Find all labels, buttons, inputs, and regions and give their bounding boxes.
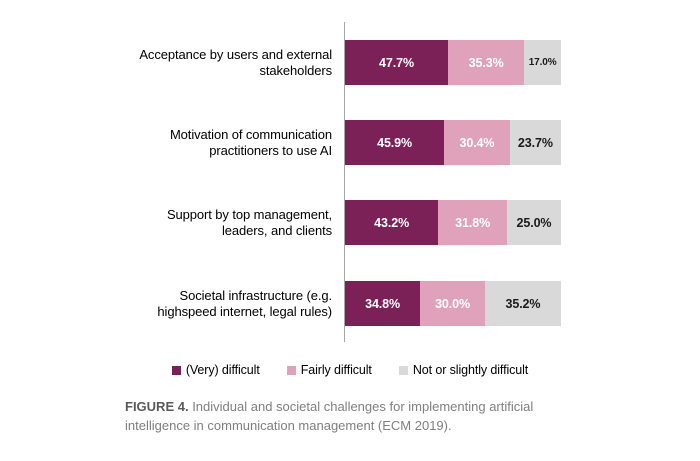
value-label: 45.9% <box>377 135 413 150</box>
legend-swatch-very-difficult <box>171 365 181 375</box>
segment-not-difficult: 35.2% <box>484 281 561 326</box>
bar-acceptance: 47.7% 35.3% 17.0% <box>345 40 561 85</box>
legend-swatch-not-difficult <box>398 365 408 375</box>
chart-row-motivation: Motivation of communication practitioner… <box>0 120 700 165</box>
value-label: 25.0% <box>516 215 552 230</box>
segment-not-difficult: 25.0% <box>506 200 561 245</box>
value-label: 47.7% <box>379 55 414 70</box>
bar-infrastructure: 34.8% 30.0% 35.2% <box>345 281 561 326</box>
figure-caption: FIGURE 4. Individual and societal challe… <box>125 397 583 435</box>
chart-row-infrastructure: Societal infrastructure (e.g. highspeed … <box>0 281 700 326</box>
value-label: 30.4% <box>459 135 495 150</box>
segment-very-difficult: 47.7% <box>345 40 449 85</box>
legend: (Very) difficult Fairly difficult Not or… <box>0 360 700 380</box>
category-label-motivation: Motivation of communication practitioner… <box>169 127 332 158</box>
caption-prefix: FIGURE 4. <box>125 399 189 414</box>
segment-fairly-difficult: 35.3% <box>448 40 525 85</box>
chart-row-acceptance: Acceptance by users and external stakeho… <box>0 40 700 85</box>
value-label: 31.8% <box>455 215 491 230</box>
segment-fairly-difficult: 30.4% <box>444 120 510 165</box>
legend-label-fairly-difficult: Fairly difficult <box>300 363 372 377</box>
bar-motivation: 45.9% 30.4% 23.7% <box>345 120 561 165</box>
segment-very-difficult: 34.8% <box>345 281 421 326</box>
segment-not-difficult: 17.0% <box>524 40 561 85</box>
legend-item-not-difficult: Not or slightly difficult <box>398 363 529 377</box>
category-label-infrastructure: Societal infrastructure (e.g. highspeed … <box>157 288 332 319</box>
category-label-support: Support by top management, leaders, and … <box>166 207 332 238</box>
value-label: 34.8% <box>365 296 401 311</box>
value-label: 35.2% <box>505 296 541 311</box>
legend-item-fairly-difficult: Fairly difficult <box>286 363 372 377</box>
segment-very-difficult: 43.2% <box>345 200 439 245</box>
value-label: 30.0% <box>435 296 471 311</box>
y-axis-line <box>344 22 345 342</box>
value-label: 23.7% <box>517 135 553 150</box>
plot-area: Acceptance by users and external stakeho… <box>0 22 700 342</box>
segment-fairly-difficult: 30.0% <box>420 281 485 326</box>
category-label-acceptance: Acceptance by users and external stakeho… <box>139 47 332 78</box>
value-label: 43.2% <box>374 215 410 230</box>
segment-very-difficult: 45.9% <box>345 120 445 165</box>
legend-item-very-difficult: (Very) difficult <box>171 363 260 377</box>
legend-label-very-difficult: (Very) difficult <box>185 363 260 377</box>
segment-not-difficult: 23.7% <box>509 120 561 165</box>
value-label: 17.0% <box>528 57 557 68</box>
segment-fairly-difficult: 31.8% <box>438 200 507 245</box>
bar-support: 43.2% 31.8% 25.0% <box>345 200 561 245</box>
chart-row-support: Support by top management, leaders, and … <box>0 200 700 245</box>
legend-label-not-difficult: Not or slightly difficult <box>412 363 529 377</box>
legend-swatch-fairly-difficult <box>286 365 296 375</box>
value-label: 35.3% <box>468 55 504 70</box>
caption-text: Individual and societal challenges for i… <box>125 399 534 433</box>
